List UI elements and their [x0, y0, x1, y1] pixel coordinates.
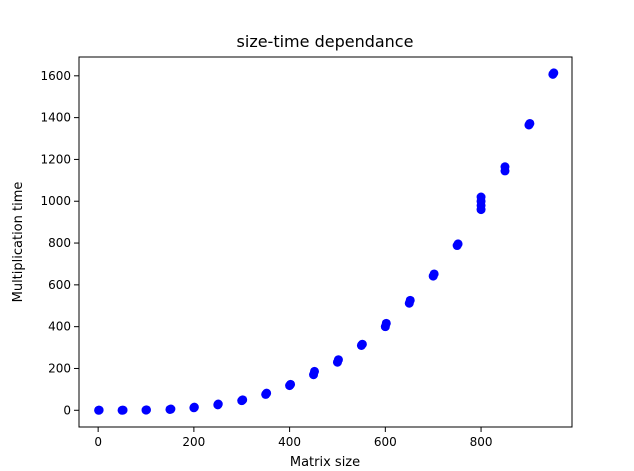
y-tick-label: 1200 — [40, 152, 71, 166]
y-tick-label: 600 — [48, 278, 71, 292]
data-point — [476, 192, 486, 202]
data-point — [213, 399, 223, 409]
y-tick-label: 1600 — [40, 69, 71, 83]
data-point — [118, 405, 128, 415]
data-point — [429, 269, 439, 279]
y-tick-label: 400 — [48, 320, 71, 334]
data-point — [357, 339, 367, 349]
y-tick-label: 1000 — [40, 194, 71, 208]
x-tick-label: 600 — [374, 435, 397, 449]
y-axis-ticks: 0 200 400 600 800 1000 1200 1400 1600 — [40, 69, 79, 417]
data-point — [309, 366, 319, 376]
data-point — [262, 388, 272, 398]
x-tick-label: 800 — [470, 435, 493, 449]
data-point — [381, 318, 391, 328]
data-point — [238, 395, 248, 405]
data-point — [94, 405, 104, 415]
y-tick-label: 200 — [48, 361, 71, 375]
x-axis-label: Matrix size — [290, 455, 360, 470]
chart-title: size-time dependance — [237, 32, 414, 51]
x-axis-ticks: 0 200 400 600 800 — [94, 427, 493, 449]
data-point — [525, 118, 535, 128]
data-point — [141, 405, 151, 415]
data-point — [189, 402, 199, 412]
data-point — [166, 404, 176, 414]
x-tick-label: 0 — [94, 435, 102, 449]
data-point — [405, 295, 415, 305]
data-point — [333, 355, 343, 365]
y-tick-label: 1400 — [40, 111, 71, 125]
y-axis-label: Multiplication time — [11, 182, 26, 303]
data-points — [94, 68, 559, 415]
data-point — [500, 162, 510, 172]
x-tick-label: 400 — [278, 435, 301, 449]
data-point — [453, 239, 463, 249]
plot-area — [78, 56, 573, 428]
x-tick-label: 200 — [182, 435, 205, 449]
data-point — [549, 68, 559, 78]
y-tick-label: 800 — [48, 236, 71, 250]
y-tick-label: 0 — [63, 403, 71, 417]
plot-frame — [78, 56, 573, 428]
data-point — [286, 379, 296, 389]
